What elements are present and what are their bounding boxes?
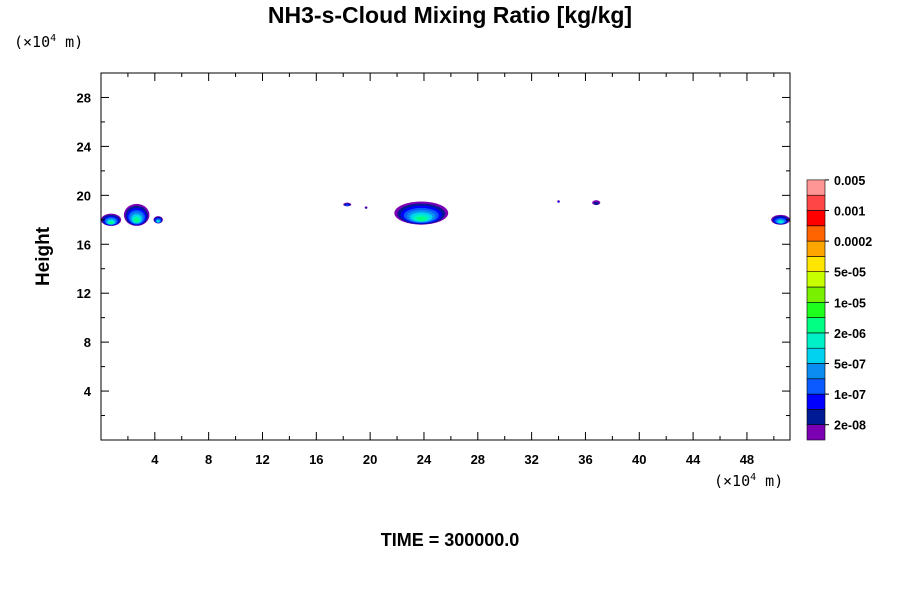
colorbar-swatch bbox=[806, 256, 826, 272]
y-axis-label: Height bbox=[33, 226, 54, 286]
cloud-contour bbox=[557, 201, 560, 203]
chart-title: NH3-s-Cloud Mixing Ratio [kg/kg] bbox=[267, 2, 633, 28]
x-unit-label: (×104 m) bbox=[714, 472, 784, 490]
cloud-contour bbox=[157, 220, 160, 223]
cloud-contour bbox=[416, 216, 427, 221]
y-tick-label: 4 bbox=[84, 384, 92, 399]
colorbar-label: 2e-08 bbox=[834, 419, 866, 433]
cloud-contour bbox=[345, 204, 349, 207]
colorbar-swatch bbox=[806, 424, 826, 441]
colorbar-swatch bbox=[806, 225, 826, 242]
colorbar-swatch bbox=[806, 347, 826, 364]
colorbar-swatch bbox=[806, 409, 826, 425]
colorbar-swatch bbox=[806, 286, 826, 303]
colorbar-swatch bbox=[806, 271, 826, 288]
x-tick-label: 4 bbox=[151, 452, 159, 467]
colorbar-label: 2e-06 bbox=[834, 327, 866, 341]
colorbar-swatch bbox=[806, 179, 826, 196]
cloud-contour bbox=[109, 221, 113, 224]
colorbar-swatch bbox=[806, 363, 826, 380]
x-tick-label: 40 bbox=[632, 452, 646, 467]
x-tick-label: 24 bbox=[417, 452, 432, 467]
y-unit-label: (×104 m) bbox=[14, 33, 84, 51]
colorbar-swatch bbox=[806, 301, 826, 318]
colorbar-label: 5e-07 bbox=[834, 358, 866, 372]
colorbar-swatch bbox=[806, 332, 826, 349]
y-tick-label: 20 bbox=[77, 188, 91, 203]
colorbar-label: 5e-05 bbox=[834, 266, 866, 280]
x-tick-label: 48 bbox=[740, 452, 754, 467]
y-tick-label: 8 bbox=[84, 335, 91, 350]
y-tick-label: 28 bbox=[77, 90, 91, 105]
y-tick-label: 12 bbox=[77, 286, 91, 301]
x-tick-label: 28 bbox=[471, 452, 485, 467]
y-tick-label: 16 bbox=[77, 237, 91, 252]
cloud-fields bbox=[101, 200, 790, 226]
colorbar-swatch bbox=[806, 210, 826, 227]
colorbar-label: 1e-07 bbox=[834, 388, 866, 402]
x-tick-label: 12 bbox=[255, 452, 269, 467]
time-label: TIME = 300000.0 bbox=[380, 530, 520, 550]
cloud-contour bbox=[778, 221, 783, 224]
colorbar-swatch bbox=[806, 393, 826, 410]
x-tick-label: 36 bbox=[578, 452, 592, 467]
x-tick-label: 20 bbox=[363, 452, 377, 467]
x-tick-label: 8 bbox=[205, 452, 212, 467]
x-tick-label: 44 bbox=[686, 452, 701, 467]
colorbar-label: 0.001 bbox=[834, 205, 865, 219]
cloud-contour bbox=[593, 201, 599, 205]
x-tick-label: 32 bbox=[524, 452, 538, 467]
cloud-contour bbox=[365, 207, 367, 209]
colorbar-label: 0.0002 bbox=[834, 235, 872, 249]
colorbar-label: 0.005 bbox=[834, 174, 865, 188]
colorbar-swatch bbox=[806, 194, 826, 211]
cloud-contour bbox=[134, 218, 140, 223]
y-tick-label: 24 bbox=[77, 139, 92, 154]
colorbar-swatch bbox=[806, 378, 826, 395]
colorbar-swatch bbox=[806, 317, 826, 334]
colorbar-label: 1e-05 bbox=[834, 296, 866, 310]
plot-frame bbox=[100, 72, 791, 441]
colorbar-swatch bbox=[806, 240, 826, 257]
x-tick-label: 16 bbox=[309, 452, 323, 467]
colorbar: 2e-08 1e-07 5e-07 2e-06 1e-05 5e-05 0.0002 0.00… bbox=[806, 174, 872, 441]
